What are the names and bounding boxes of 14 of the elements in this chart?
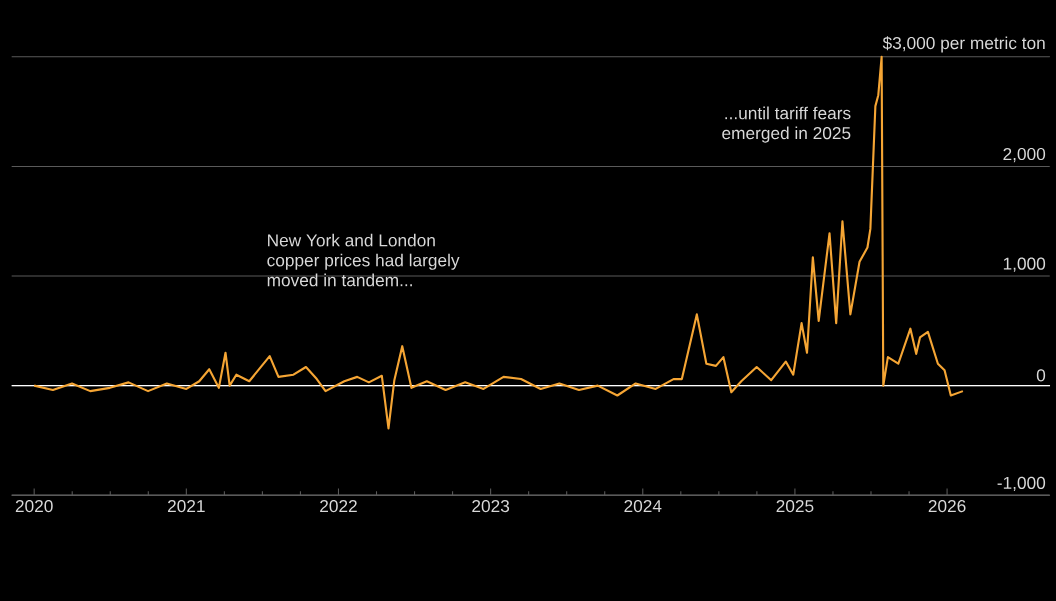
y-tick-label: $3,000 per metric ton bbox=[882, 36, 1045, 53]
x-tick-label: 2024 bbox=[624, 500, 662, 513]
y-tick-label: -1,000 bbox=[997, 476, 1046, 492]
x-tick-label: 2020 bbox=[15, 500, 53, 513]
annotation: ...until tariff fears emerged in 2025 bbox=[722, 106, 851, 143]
x-tick-label: 2025 bbox=[776, 500, 814, 513]
x-tick-label: 2023 bbox=[472, 500, 510, 513]
y-tick-label: 0 bbox=[1036, 369, 1046, 382]
annotation: New York and London copper prices had largely moved in tandem... bbox=[267, 233, 460, 287]
y-tick-label: 2,000 bbox=[1003, 147, 1046, 163]
y-tick-label: 1,000 bbox=[1003, 257, 1046, 272]
x-tick-label: 2022 bbox=[320, 500, 357, 513]
x-tick-label: 2021 bbox=[167, 500, 205, 513]
x-tick-label: 2026 bbox=[928, 500, 966, 513]
